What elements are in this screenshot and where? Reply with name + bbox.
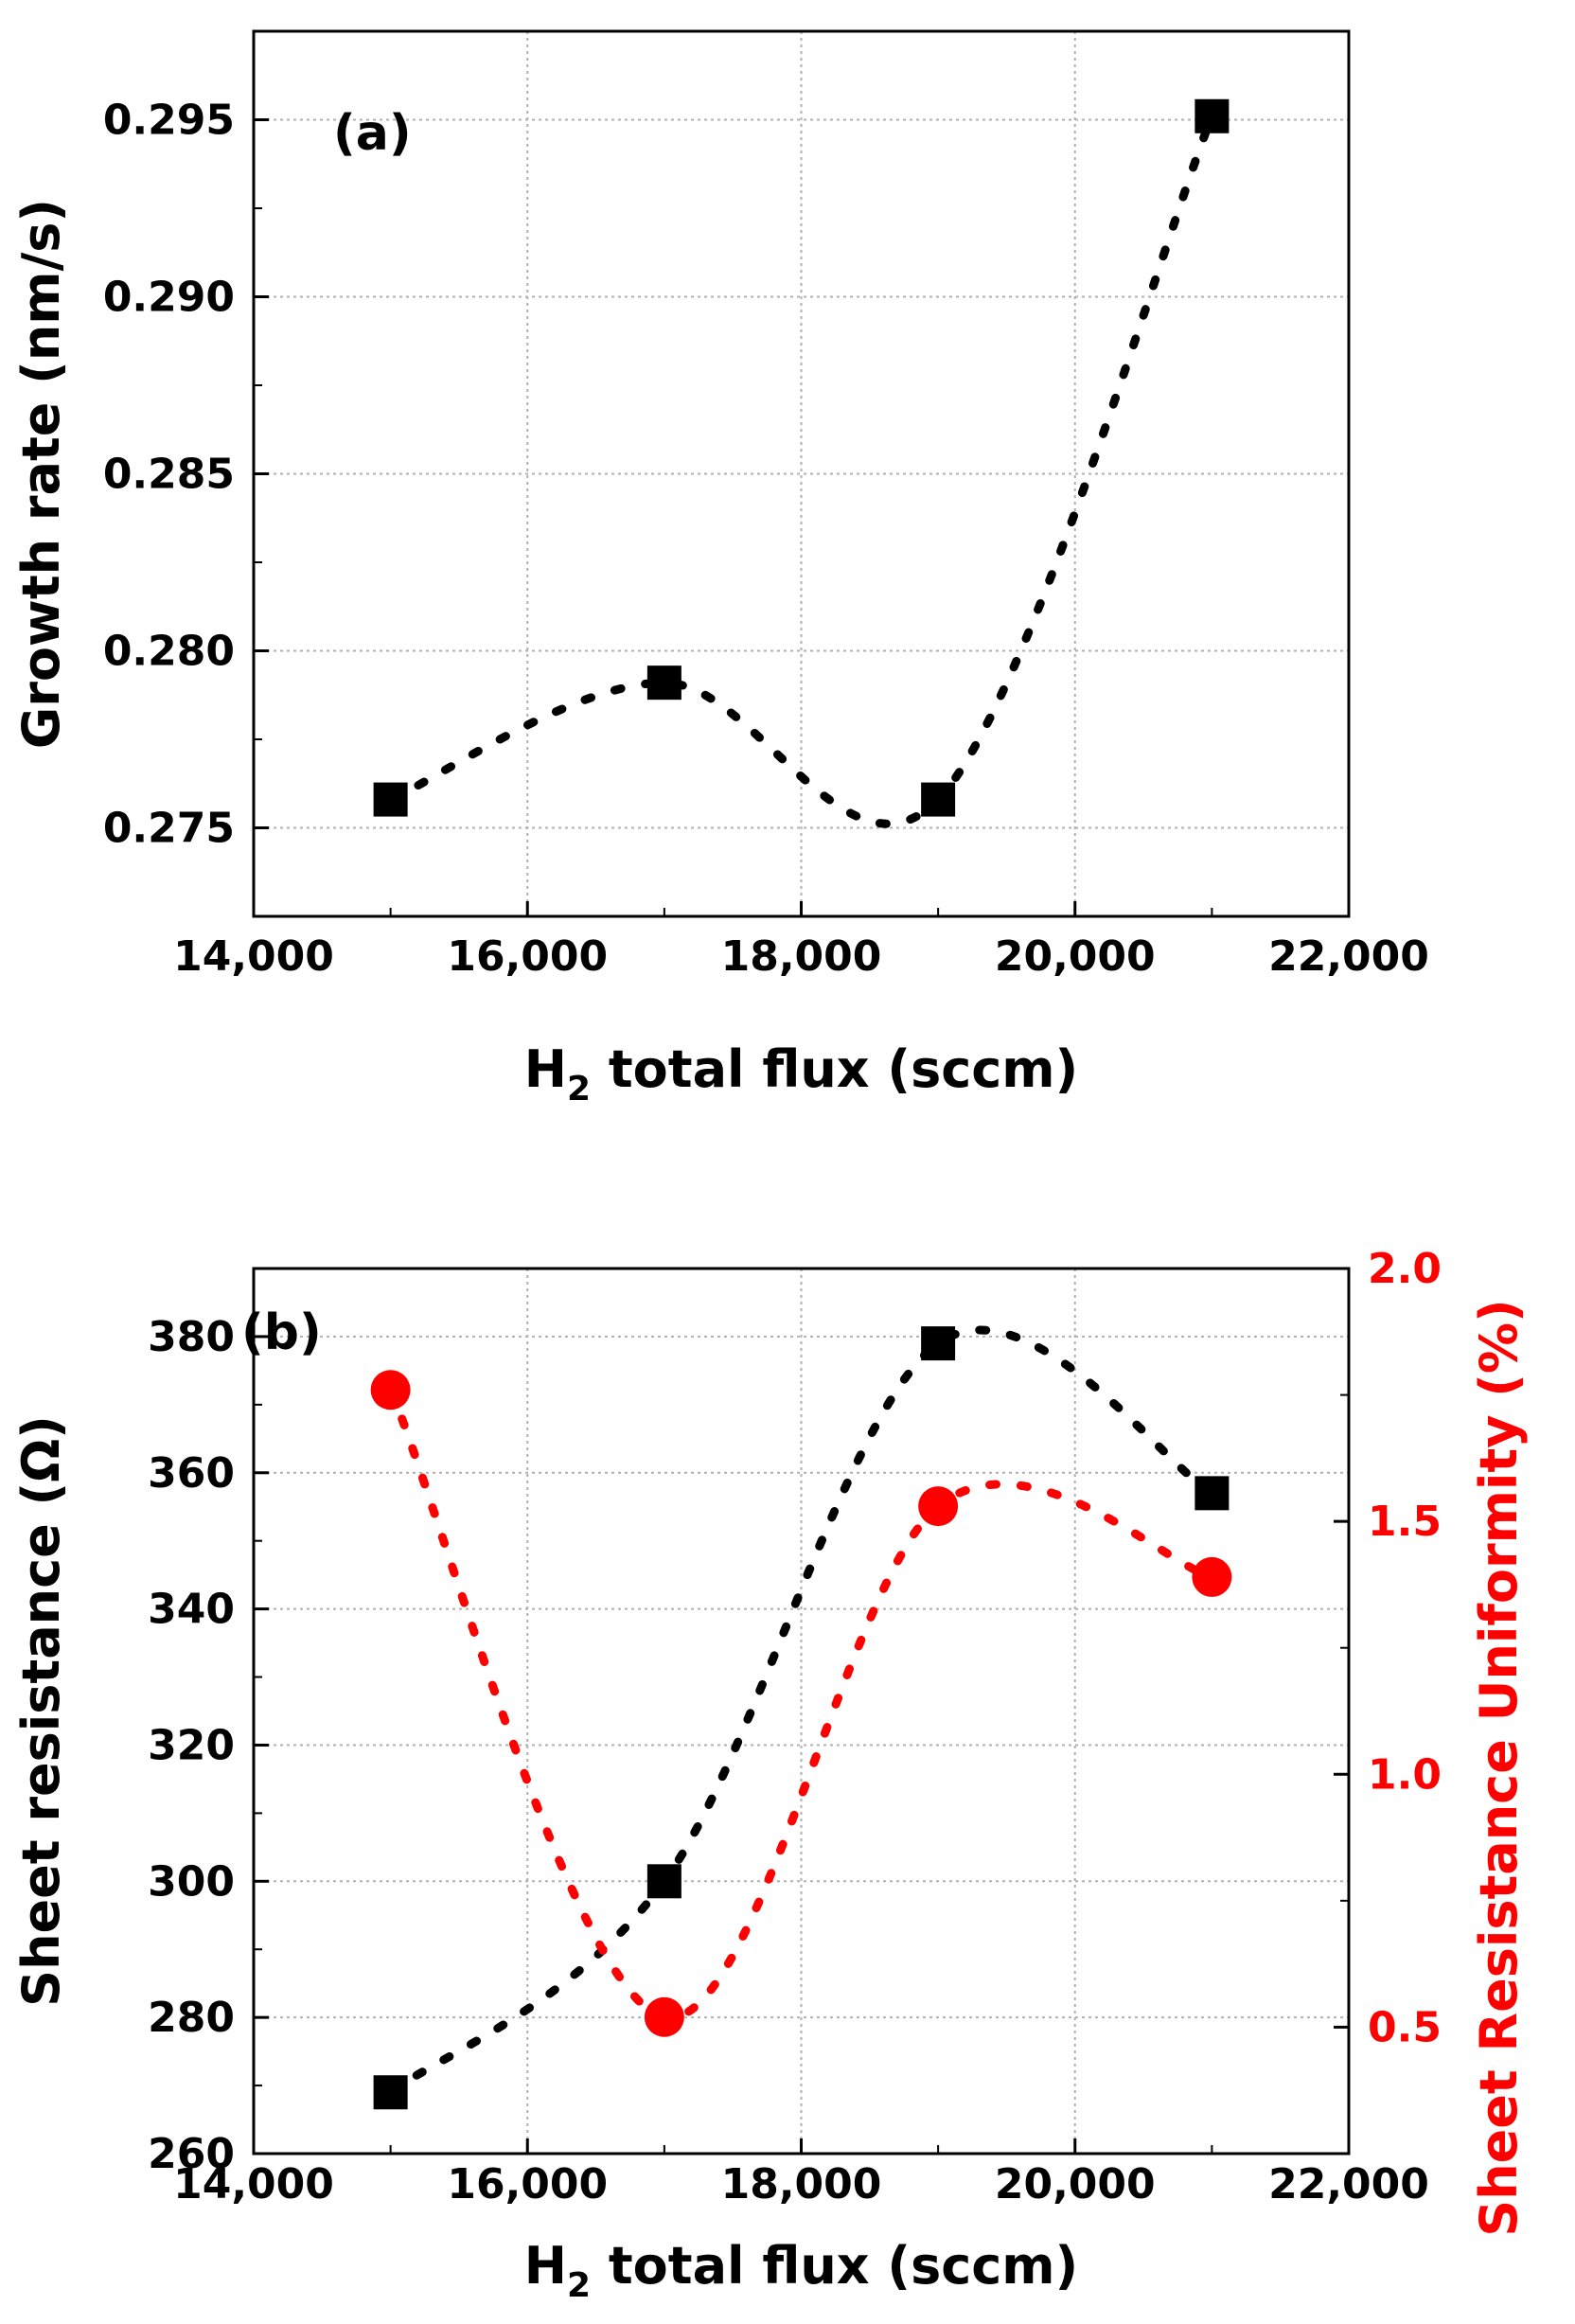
x-tick-label: 20,000 — [995, 932, 1156, 981]
y-tick-label: 320 — [148, 1721, 235, 1769]
y-tick-label: 0.285 — [103, 451, 235, 499]
y-tick-label: 0.295 — [103, 97, 235, 145]
x-tick-label: 22,000 — [1268, 2160, 1429, 2209]
data-point-square — [921, 1326, 956, 1361]
x-tick-label: 14,000 — [173, 2160, 334, 2209]
x-tick-label: 16,000 — [447, 2160, 608, 2209]
panel-label: (a) — [333, 105, 412, 162]
y-right-tick-label: 0.5 — [1368, 2003, 1442, 2051]
data-point-circle — [1192, 1556, 1232, 1597]
data-point-circle — [644, 1996, 684, 2037]
data-point-square — [1195, 98, 1230, 133]
x-axis-title-rest: total flux (sccm) — [591, 1039, 1078, 1099]
data-point-square — [1195, 1476, 1230, 1511]
x-axis-title-main: H — [524, 1039, 567, 1099]
y-tick-label: 0.290 — [103, 274, 235, 322]
panel-label: (b) — [241, 1304, 322, 1361]
x-tick-label: 14,000 — [173, 932, 334, 981]
data-point-square — [646, 1864, 681, 1899]
y-axis-title: Growth rate (nm/s) — [11, 199, 71, 749]
y-right-tick-label: 2.0 — [1368, 1245, 1442, 1293]
data-point-square — [373, 2075, 408, 2110]
x-axis-title-subscript: 2 — [567, 2266, 591, 2305]
chart-panel-1: 14,000 16,000 18,000 20,000 22,000 0.275 0.280… — [11, 29, 1429, 1109]
x-axis-title-main: H — [524, 2236, 567, 2296]
data-point-square — [373, 782, 408, 817]
y-tick-label: 340 — [148, 1586, 235, 1634]
x-tick-label: 18,000 — [721, 2160, 882, 2209]
x-tick-label: 18,000 — [721, 932, 882, 981]
y-tick-label: 0.280 — [103, 628, 235, 676]
y-tick-label: 380 — [148, 1313, 235, 1361]
y-tick-label: 280 — [148, 1994, 235, 2042]
x-axis-title-subscript: 2 — [567, 1070, 591, 1109]
series-line-1 — [386, 1325, 1216, 2097]
y-right-axis-title: Sheet Resistance Uniformity (%) — [1469, 1299, 1529, 2236]
series-line-2 — [386, 1385, 1216, 2022]
x-tick-label: 16,000 — [447, 932, 608, 981]
y-axis-title: Sheet resistance (Ω) — [11, 1415, 71, 2007]
y-tick-label: 300 — [148, 1857, 235, 1906]
x-tick-label: 20,000 — [995, 2160, 1156, 2209]
data-point-circle — [918, 1486, 959, 1527]
y-right-tick-label: 1.5 — [1368, 1498, 1442, 1546]
x-axis-title: H2 total flux (sccm) — [524, 1039, 1078, 1109]
data-point-square — [646, 665, 681, 701]
y-right-tick-label: 1.0 — [1368, 1750, 1442, 1799]
chart-panel-2: 14,000 16,000 18,000 20,000 22,000 260 280 300 3… — [11, 1245, 1529, 2305]
x-axis-title: H2 total flux (sccm) — [524, 2236, 1078, 2305]
y-tick-label: 360 — [148, 1449, 235, 1498]
data-point-square — [921, 782, 956, 817]
x-axis-title-rest: total flux (sccm) — [591, 2236, 1078, 2296]
x-tick-label: 22,000 — [1268, 932, 1429, 981]
y-tick-label: 260 — [148, 2130, 235, 2178]
data-point-circle — [370, 1370, 411, 1410]
y-tick-label: 0.275 — [103, 805, 235, 853]
